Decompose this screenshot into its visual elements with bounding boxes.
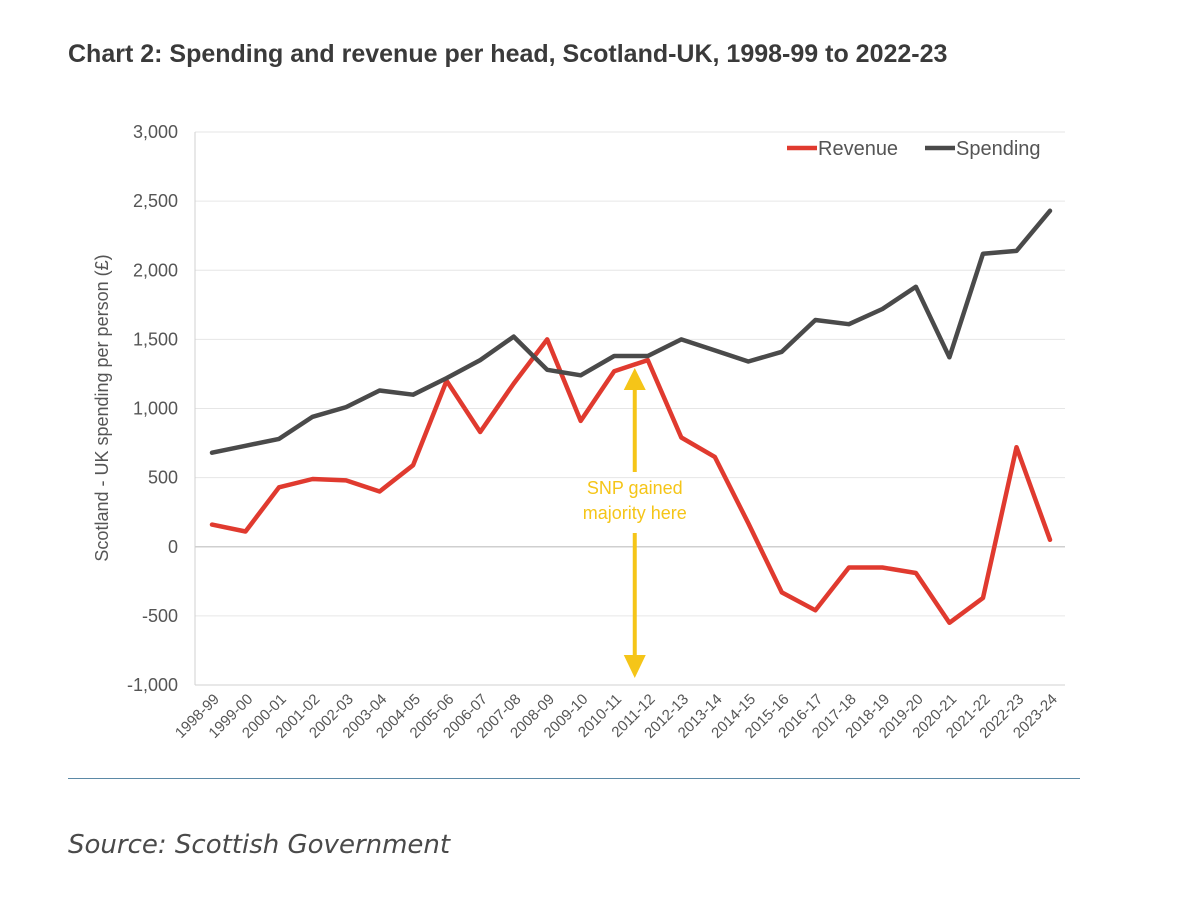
x-tick-labels: 1998-991999-002000-012001-022002-032003-… [172, 691, 1061, 742]
legend-label-revenue: Revenue [818, 138, 898, 160]
y-tick-label: 3,000 [133, 122, 178, 142]
y-tick-label: 500 [148, 468, 178, 488]
line-chart: 3,0002,5002,0001,5001,0005000-500-1,000 … [92, 122, 1065, 742]
divider [68, 778, 1080, 779]
source-note: Source: Scottish Government [68, 830, 451, 860]
y-tick-label: 1,000 [133, 399, 178, 419]
y-tick-labels: 3,000 2,500 2,000 1,500 1,000 500 0 -500 -1,000 [127, 122, 178, 695]
annotation-text: SNP gained [587, 478, 683, 498]
annotation: SNP gained majority here [583, 368, 687, 678]
annotation-text: majority here [583, 503, 687, 523]
series-line-spending [209, 208, 1053, 455]
y-tick-label: -500 [142, 606, 178, 626]
y-tick-label: 0 [168, 537, 178, 557]
y-tick-label: 2,500 [133, 191, 178, 211]
annotation-arrowhead-up [623, 368, 646, 390]
axes [194, 132, 1065, 686]
y-tick-label: -1,000 [127, 675, 178, 695]
y-axis-label: Scotland - UK spending per person (£) [92, 254, 112, 561]
y-tick-label: 1,500 [133, 329, 178, 349]
legend: Revenue Spending [787, 138, 1041, 160]
legend-label-spending: Spending [956, 138, 1041, 160]
y-tick-label: 2,000 [133, 260, 178, 280]
series-line-revenue [209, 337, 1053, 626]
series-lines [209, 208, 1053, 626]
chart-title: Chart 2: Spending and revenue per head, … [68, 40, 948, 68]
annotation-arrowhead-down [623, 655, 646, 678]
